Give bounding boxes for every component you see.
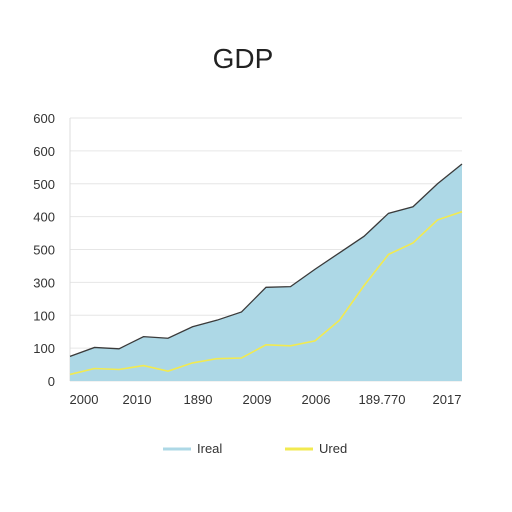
y-axis-ticks: 0 100 100 300 500 400 500 600 600 [33,111,55,389]
legend: Ireal Ured [163,441,347,456]
y-tick-label: 100 [33,341,55,356]
x-tick-label: 2009 [243,392,272,407]
x-tick-label: 1890 [184,392,213,407]
legend-label: Ireal [197,441,222,456]
x-tick-label: 2006 [302,392,331,407]
y-tick-label: 0 [48,374,55,389]
legend-label: Ured [319,441,347,456]
chart-title: GDP [213,43,274,74]
x-tick-label: 189.770 [359,392,406,407]
y-tick-label: 100 [33,308,55,323]
x-tick-label: 2010 [123,392,152,407]
y-tick-label: 400 [33,210,55,225]
series-ireal-line [69,163,463,357]
series-ured-line [69,210,463,376]
y-tick-label: 300 [33,275,55,290]
x-tick-label: 2017 [433,392,462,407]
area-layer [70,164,462,381]
y-tick-label: 500 [33,177,55,192]
y-tick-label: 500 [33,243,55,258]
y-tick-label: 600 [33,144,55,159]
x-axis-ticks: 2000 2010 1890 2009 2006 189.770 2017 [70,392,462,407]
series-ireal-area [70,164,462,381]
y-tick-label: 600 [33,111,55,126]
line-layer [69,163,463,376]
x-tick-label: 2000 [70,392,99,407]
